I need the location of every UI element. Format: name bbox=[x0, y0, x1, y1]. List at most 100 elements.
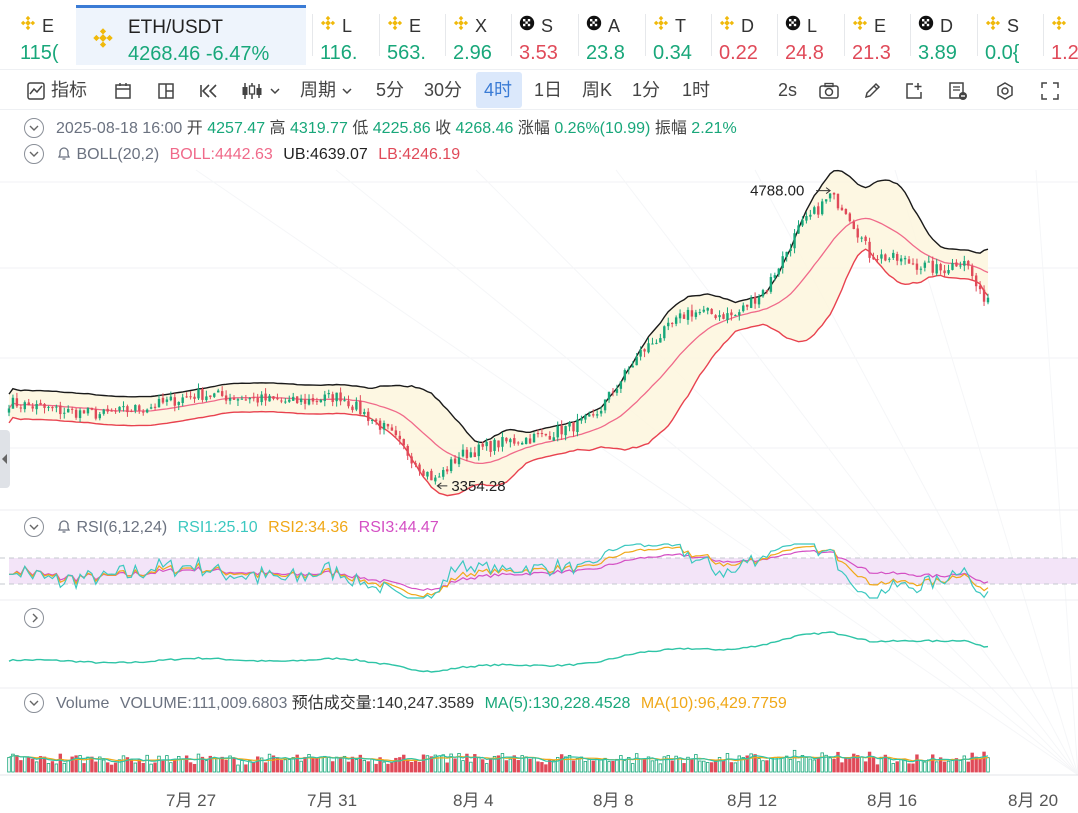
volume-bar bbox=[725, 753, 730, 773]
volume-bar bbox=[698, 760, 702, 773]
candle-body bbox=[860, 237, 863, 239]
ticker-separator bbox=[777, 14, 778, 56]
boll-middle-line bbox=[8, 217, 989, 465]
ticker-item[interactable]: D 0.22 bbox=[719, 5, 769, 67]
volume-bar bbox=[492, 755, 497, 773]
volume-bar bbox=[473, 754, 477, 773]
collapse-chevron-icon[interactable] bbox=[24, 517, 44, 537]
layout-icon[interactable] bbox=[156, 78, 176, 102]
interval-4h[interactable]: 4时 bbox=[484, 80, 513, 100]
volume-bar bbox=[887, 758, 892, 773]
volume-bar bbox=[556, 757, 560, 773]
candle-body bbox=[59, 405, 62, 415]
active-ticker-price: 4268.46 -6.47% bbox=[128, 43, 270, 65]
period-dropdown[interactable]: 周期 bbox=[300, 78, 353, 102]
ticker-item[interactable]: T 0.34 bbox=[653, 5, 703, 67]
candle-body bbox=[607, 392, 611, 400]
volume-bar bbox=[169, 762, 173, 773]
volume-bar bbox=[623, 760, 627, 773]
ticker-item[interactable]: S 0.0{ bbox=[985, 5, 1035, 67]
volume-bar bbox=[978, 759, 982, 773]
candle-body bbox=[19, 407, 23, 409]
volume-bar bbox=[346, 761, 351, 773]
delete-drawings-icon[interactable] bbox=[947, 78, 969, 102]
collapse-chevron-icon[interactable] bbox=[24, 693, 44, 713]
candle-body bbox=[402, 439, 405, 446]
candle-body bbox=[556, 425, 559, 438]
chart-type-dropdown[interactable] bbox=[240, 78, 281, 102]
volume-bar bbox=[78, 755, 82, 773]
candle-body bbox=[232, 398, 236, 400]
interval-1h[interactable]: 1时 bbox=[682, 80, 711, 100]
volume-bar bbox=[141, 762, 145, 773]
volume-bar bbox=[709, 762, 714, 773]
volume-bar bbox=[283, 759, 288, 773]
volume-bar bbox=[228, 755, 232, 773]
volume-bar bbox=[279, 760, 284, 773]
volume-bar bbox=[733, 762, 738, 773]
candle-body bbox=[667, 322, 670, 327]
ticker-item[interactable]: D 3.89 bbox=[918, 5, 968, 67]
collapse-chevron-icon[interactable] bbox=[24, 118, 44, 138]
candle-body bbox=[761, 290, 765, 297]
ticker-item[interactable]: S 3.53 bbox=[519, 5, 569, 67]
camera-icon[interactable] bbox=[818, 78, 840, 102]
volume-bar bbox=[421, 754, 426, 773]
ticker-symbol: L bbox=[342, 16, 353, 36]
rsi-name: RSI(6,12,24) bbox=[76, 519, 168, 536]
ticker-item[interactable]: 1.2 bbox=[1051, 5, 1078, 67]
ticker-separator bbox=[711, 14, 712, 56]
indicators-button[interactable]: 指标 bbox=[26, 78, 87, 102]
volume-bar bbox=[962, 755, 967, 773]
expand-chevron-icon[interactable] bbox=[24, 608, 44, 628]
volume-bar bbox=[82, 763, 86, 773]
active-interval-highlight bbox=[476, 72, 522, 108]
interval-1d[interactable]: 1日 bbox=[534, 80, 563, 100]
ticker-item[interactable]: E 563. bbox=[387, 5, 437, 67]
volume-bar bbox=[812, 759, 817, 773]
volume-bar bbox=[449, 753, 453, 773]
ticker-item[interactable]: L 24.8 bbox=[785, 5, 835, 67]
candle-body bbox=[919, 268, 923, 270]
replay-icon[interactable] bbox=[199, 78, 221, 102]
collapse-chevron-icon[interactable] bbox=[24, 144, 44, 164]
candle-body bbox=[678, 313, 682, 319]
candle-body bbox=[181, 397, 184, 403]
bell-icon[interactable] bbox=[56, 146, 72, 163]
candle-body bbox=[31, 406, 34, 409]
volume-bar bbox=[204, 760, 209, 773]
candle-body bbox=[217, 390, 220, 393]
bell-icon[interactable] bbox=[56, 519, 72, 536]
ticker-item[interactable]: E 21.3 bbox=[852, 5, 902, 67]
volume-bar bbox=[255, 756, 260, 773]
volume-bar bbox=[666, 755, 670, 773]
ticker-separator bbox=[910, 14, 911, 56]
ticker-item[interactable]: X 2.96 bbox=[453, 5, 503, 67]
fullscreen-icon[interactable] bbox=[1040, 78, 1060, 102]
candle-body bbox=[347, 401, 350, 407]
candle-body bbox=[595, 414, 599, 416]
collapse-sidebar-tab[interactable] bbox=[0, 430, 10, 488]
interval-5m[interactable]: 5分 bbox=[376, 80, 405, 100]
interval-30m[interactable]: 30分 bbox=[424, 80, 463, 100]
add-drawing-icon[interactable] bbox=[904, 78, 924, 102]
volume-bar bbox=[607, 761, 611, 773]
refresh-rate-button[interactable]: 2s bbox=[778, 80, 798, 100]
active-ticker[interactable]: ETH/USDT 4268.46 -6.47% bbox=[76, 5, 306, 65]
volume-bar bbox=[338, 757, 343, 773]
volume-bar bbox=[852, 753, 856, 773]
ticker-item[interactable]: L 116. bbox=[320, 5, 370, 67]
pencil-icon[interactable] bbox=[862, 78, 882, 102]
volume-bar bbox=[682, 763, 686, 773]
interval-1min[interactable]: 1分 bbox=[632, 80, 661, 100]
candle-body bbox=[706, 307, 709, 311]
x-axis-tick: 8月 20 bbox=[1008, 791, 1059, 810]
interval-1w[interactable]: 周K bbox=[582, 80, 613, 100]
template-icon[interactable] bbox=[113, 78, 133, 102]
candle-body bbox=[670, 323, 674, 325]
ticker-item[interactable]: A 23.8 bbox=[586, 5, 636, 67]
settings-gear-icon[interactable] bbox=[995, 78, 1015, 102]
ticker-item[interactable]: E 115( bbox=[20, 5, 64, 67]
candle-body bbox=[682, 314, 686, 319]
